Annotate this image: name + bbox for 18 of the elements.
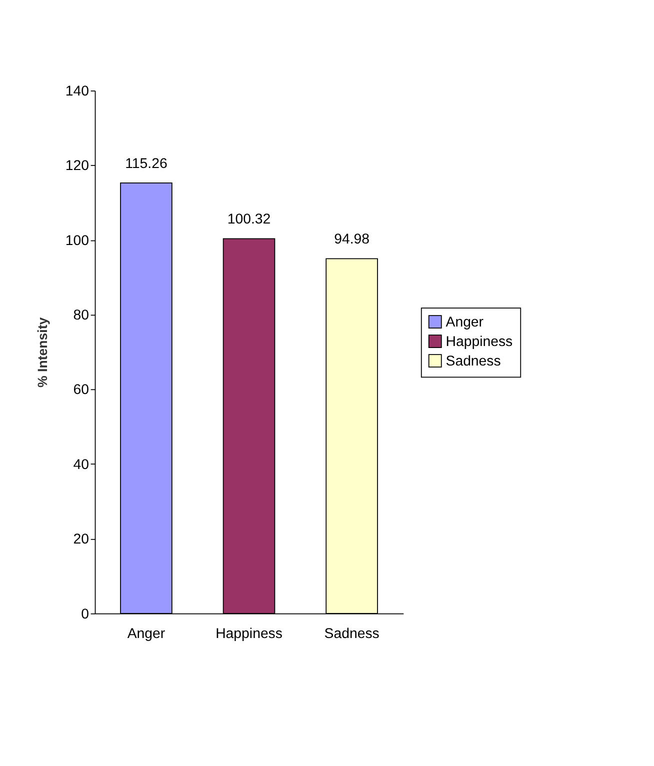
y-tick-label: 0 xyxy=(81,606,90,622)
y-tick-label: 100 xyxy=(65,232,90,249)
y-tick-label: 40 xyxy=(73,456,90,473)
y-tick-label: 140 xyxy=(65,83,90,100)
legend-label: Anger xyxy=(446,314,484,330)
x-tick-label: Sadness xyxy=(324,626,380,642)
data-label: 115.26 xyxy=(125,156,168,172)
x-tick-label: Happiness xyxy=(216,626,282,642)
y-tick-label: 120 xyxy=(65,158,90,174)
data-label: 100.32 xyxy=(227,212,271,228)
legend-label: Happiness xyxy=(446,334,513,350)
legend-label: Sadness xyxy=(446,353,501,370)
y-tick-label: 80 xyxy=(73,308,90,324)
data-label: 94.98 xyxy=(334,232,370,248)
y-tick-label: 60 xyxy=(73,382,90,398)
x-tick-label: Anger xyxy=(127,626,166,642)
y-tick-label: 20 xyxy=(73,532,90,548)
y-axis-title: % Intensity xyxy=(34,316,50,388)
